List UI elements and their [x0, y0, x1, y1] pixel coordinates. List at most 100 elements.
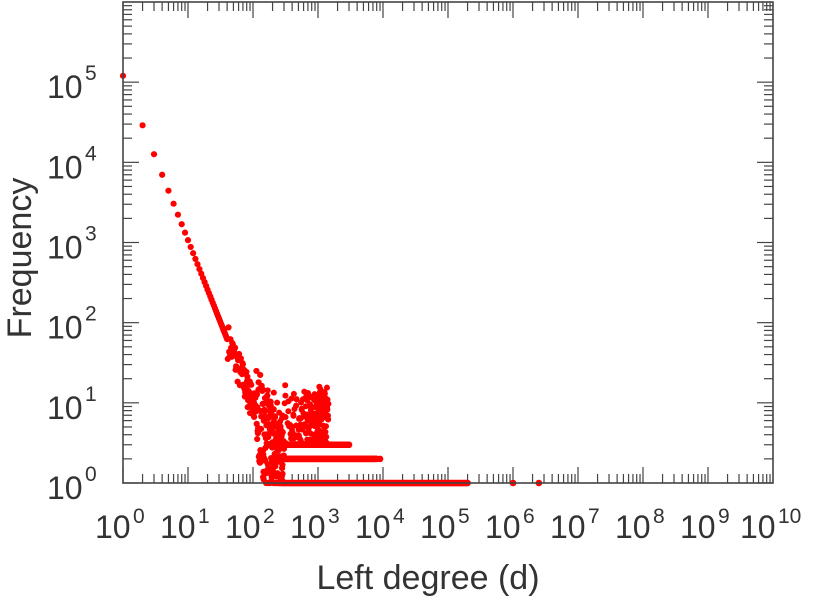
x-tick-label-base: 10	[680, 509, 716, 545]
y-tick-label-exponent: 1	[85, 383, 97, 406]
x-tick-label-base: 10	[550, 509, 586, 545]
data-point	[290, 390, 297, 397]
x-tick-label-exponent: 9	[718, 505, 730, 528]
data-point	[259, 386, 266, 393]
data-point	[376, 455, 384, 463]
data-point	[257, 425, 265, 433]
x-tick-label-exponent: 5	[458, 505, 470, 528]
y-tick-label-base: 10	[47, 310, 83, 346]
data-point	[262, 407, 269, 414]
y-tick-label-exponent: 3	[85, 223, 97, 246]
data-point	[302, 430, 309, 437]
data-point	[270, 389, 277, 396]
y-tick-label-base: 10	[47, 470, 83, 506]
data-point	[150, 151, 158, 158]
data-point	[304, 391, 311, 398]
data-point	[264, 392, 271, 399]
data-point	[304, 436, 311, 443]
plot-frame	[122, 1, 774, 484]
x-tick-label-exponent: 0	[133, 505, 145, 528]
data-point	[320, 394, 327, 401]
data-point	[174, 211, 182, 218]
data-point	[315, 392, 322, 399]
data-point	[285, 408, 292, 415]
data-point	[322, 429, 329, 435]
data-point	[316, 383, 323, 390]
data-point	[320, 404, 327, 411]
data-point	[279, 429, 286, 436]
x-tick-label-exponent: 1	[198, 505, 210, 528]
x-tick-label-exponent: 4	[393, 505, 405, 528]
data-point	[345, 441, 353, 449]
data-point	[288, 433, 295, 440]
x-tick-label-exponent: 3	[328, 505, 340, 528]
data-point	[190, 250, 197, 257]
data-point	[159, 171, 166, 178]
data-point	[282, 382, 289, 389]
data-point	[274, 399, 281, 406]
data-point	[279, 470, 286, 477]
x-tick-label-base: 10	[225, 509, 261, 545]
data-point	[305, 425, 312, 432]
data-point	[165, 187, 172, 194]
y-tick-label-exponent: 2	[85, 303, 97, 326]
data-point	[301, 413, 308, 420]
data-point	[295, 432, 302, 439]
data-point	[253, 391, 261, 398]
x-tick-label-base: 10	[160, 509, 196, 545]
axis-ticks	[122, 2, 773, 484]
data-point	[323, 415, 330, 422]
data-point	[308, 413, 315, 420]
data-point	[261, 413, 268, 420]
data-point	[299, 396, 306, 403]
data-point	[263, 431, 270, 438]
data-point	[282, 414, 289, 421]
y-tick-label-base: 10	[47, 69, 83, 105]
data-point	[311, 435, 318, 442]
data-point	[267, 440, 274, 447]
data-point	[357, 455, 364, 463]
x-tick-label-exponent: 8	[653, 505, 665, 528]
data-point	[277, 436, 284, 443]
data-point	[291, 406, 298, 413]
data-point	[297, 425, 304, 432]
data-point	[293, 396, 300, 403]
x-axis-label: Left degree (d)	[316, 559, 539, 597]
y-tick-label-exponent: 4	[85, 142, 97, 165]
data-point	[239, 361, 247, 368]
y-tick-label-exponent: 0	[85, 463, 97, 486]
data-point	[304, 417, 311, 424]
data-point	[257, 371, 264, 379]
data-point	[181, 229, 189, 236]
data-point	[323, 423, 330, 430]
data-point	[192, 255, 199, 262]
x-tick-label-base: 10	[615, 509, 651, 545]
x-tick-label-base: 10	[420, 509, 456, 545]
data-point	[194, 261, 201, 268]
y-tick-label-base: 10	[47, 390, 83, 426]
data-point	[323, 384, 330, 391]
data-point	[139, 122, 146, 129]
x-tick-label-base: 10	[355, 509, 391, 545]
data-point	[184, 237, 192, 244]
x-tick-labels: 10 0 10 1 10 2 10 3 10 4 10 5 10 6 10 7 10 8 10 9 10 10	[95, 505, 801, 545]
data-point	[251, 413, 258, 421]
data-point	[264, 387, 271, 394]
y-tick-label-base: 10	[47, 230, 83, 266]
data-point	[237, 355, 244, 362]
data-point	[284, 420, 291, 427]
x-tick-label-base: 10	[485, 509, 521, 545]
x-tick-label-base: 10	[740, 509, 776, 545]
data-point	[254, 435, 261, 443]
data-point	[248, 381, 255, 388]
data-point	[178, 221, 185, 228]
data-point	[320, 389, 327, 396]
data-point	[225, 324, 232, 331]
data-point	[282, 392, 289, 399]
data-point	[315, 417, 322, 424]
x-tick-label-exponent: 10	[778, 505, 801, 528]
data-point	[323, 433, 330, 440]
